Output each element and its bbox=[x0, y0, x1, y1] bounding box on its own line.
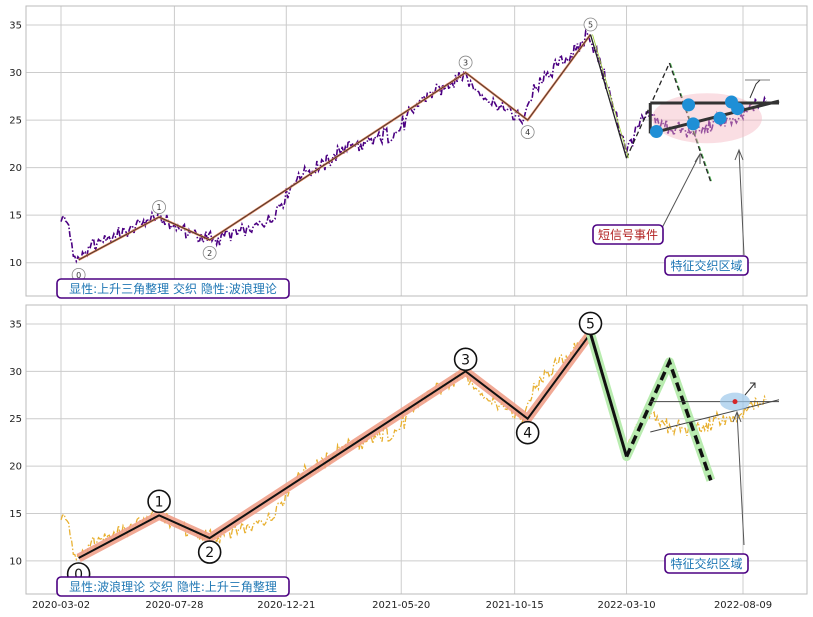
wave-point-label: 2 bbox=[205, 545, 214, 561]
interlace-center bbox=[732, 399, 738, 405]
projection-segment bbox=[624, 357, 713, 481]
wave-point-label: 0 bbox=[74, 567, 83, 583]
wave-line bbox=[78, 332, 592, 559]
wave-line-shadow bbox=[76, 330, 595, 562]
plot-frame bbox=[25, 5, 808, 297]
plot-frame bbox=[25, 304, 808, 595]
price-series-line bbox=[60, 28, 767, 264]
wave-point-label: 1 bbox=[155, 494, 164, 510]
y-tick-label: 10 bbox=[9, 258, 22, 269]
y-tick-label: 15 bbox=[9, 211, 22, 222]
wave-point-marker bbox=[147, 489, 171, 514]
wave-point-marker bbox=[458, 55, 473, 70]
price-series-line bbox=[60, 328, 767, 562]
y-tick-label: 25 bbox=[9, 116, 22, 127]
triangle-lower-line bbox=[650, 399, 780, 433]
wave-point-marker bbox=[453, 347, 478, 372]
annotation-text: 显性:波浪理论 交织 隐性:上升三角整理 bbox=[69, 579, 277, 594]
wave-point-label: 3 bbox=[461, 352, 470, 368]
triangle-marker bbox=[731, 102, 745, 116]
wave-point-marker bbox=[202, 246, 217, 260]
projection-highlight bbox=[592, 34, 629, 159]
x-tick-label: 2022-08-09 bbox=[714, 600, 772, 611]
projection-segment bbox=[625, 62, 671, 159]
annotation-box bbox=[592, 224, 664, 245]
y-tick-label: 20 bbox=[9, 462, 22, 473]
wave-line bbox=[78, 34, 591, 261]
y-tick-label: 25 bbox=[9, 414, 22, 425]
annotation-box bbox=[664, 553, 749, 574]
x-tick-label: 2022-03-10 bbox=[597, 600, 655, 611]
annotation-box bbox=[664, 255, 749, 276]
annotation-text: 短信号事件 bbox=[598, 228, 658, 242]
wave-point-marker bbox=[197, 540, 222, 564]
annotation-text: 特征交织区域 bbox=[670, 556, 742, 571]
annotation-box bbox=[56, 278, 290, 299]
annotation-text: 显性:上升三角整理 交织 隐性:波浪理论 bbox=[69, 281, 277, 296]
triangle-marker bbox=[713, 111, 727, 125]
breakout-arrow bbox=[749, 79, 761, 99]
y-tick-label: 35 bbox=[9, 21, 22, 32]
wave-line-shadow bbox=[78, 33, 592, 261]
annotation-arrow bbox=[734, 148, 745, 256]
wave-point-label: 5 bbox=[586, 316, 595, 332]
y-tick-label: 15 bbox=[9, 509, 22, 520]
wave-point-marker bbox=[152, 200, 166, 214]
y-tick-label: 30 bbox=[9, 68, 22, 79]
projection-highlight bbox=[670, 62, 713, 183]
wave-point-marker bbox=[520, 125, 535, 139]
y-tick-label: 20 bbox=[9, 163, 22, 174]
breakout-arrow bbox=[744, 382, 756, 396]
annotation-arrow bbox=[661, 152, 701, 229]
annotation-box bbox=[56, 576, 290, 597]
wave-point-label: 4 bbox=[523, 426, 532, 442]
projection-segment bbox=[589, 34, 628, 159]
x-tick-label: 2021-05-20 bbox=[372, 600, 430, 611]
wave-point-label: 0 bbox=[76, 271, 81, 280]
x-tick-label: 2020-07-28 bbox=[145, 600, 203, 611]
annotation-arrow bbox=[732, 410, 745, 546]
wave-point-label: 4 bbox=[525, 128, 530, 137]
projection-highlight bbox=[586, 332, 716, 482]
triangle-marker bbox=[686, 117, 700, 131]
x-tick-label: 2021-10-15 bbox=[486, 600, 544, 611]
y-tick-label: 30 bbox=[9, 367, 22, 378]
x-axis: 2020-03-02 2020-07-28 2020-12-21 2021-05-20… bbox=[32, 600, 772, 611]
x-tick-label: 2020-03-02 bbox=[32, 600, 90, 611]
triangle-marker bbox=[649, 125, 663, 139]
projection-segment bbox=[589, 333, 628, 458]
wave-point-label: 2 bbox=[207, 249, 212, 258]
wave-point-label: 1 bbox=[157, 203, 162, 212]
y-tick-label: 10 bbox=[9, 556, 22, 567]
y-tick-label: 35 bbox=[9, 319, 22, 330]
wave-point-label: 3 bbox=[463, 59, 468, 68]
annotation-text: 特征交织区域 bbox=[670, 258, 742, 273]
wave-point-marker bbox=[578, 311, 603, 336]
wave-point-marker bbox=[583, 17, 598, 32]
wave-point-label: 5 bbox=[588, 21, 593, 30]
projection-segment bbox=[668, 62, 712, 183]
triangle-marker bbox=[682, 98, 696, 112]
wave-point-marker bbox=[515, 420, 540, 445]
x-tick-label: 2020-12-21 bbox=[257, 600, 315, 611]
